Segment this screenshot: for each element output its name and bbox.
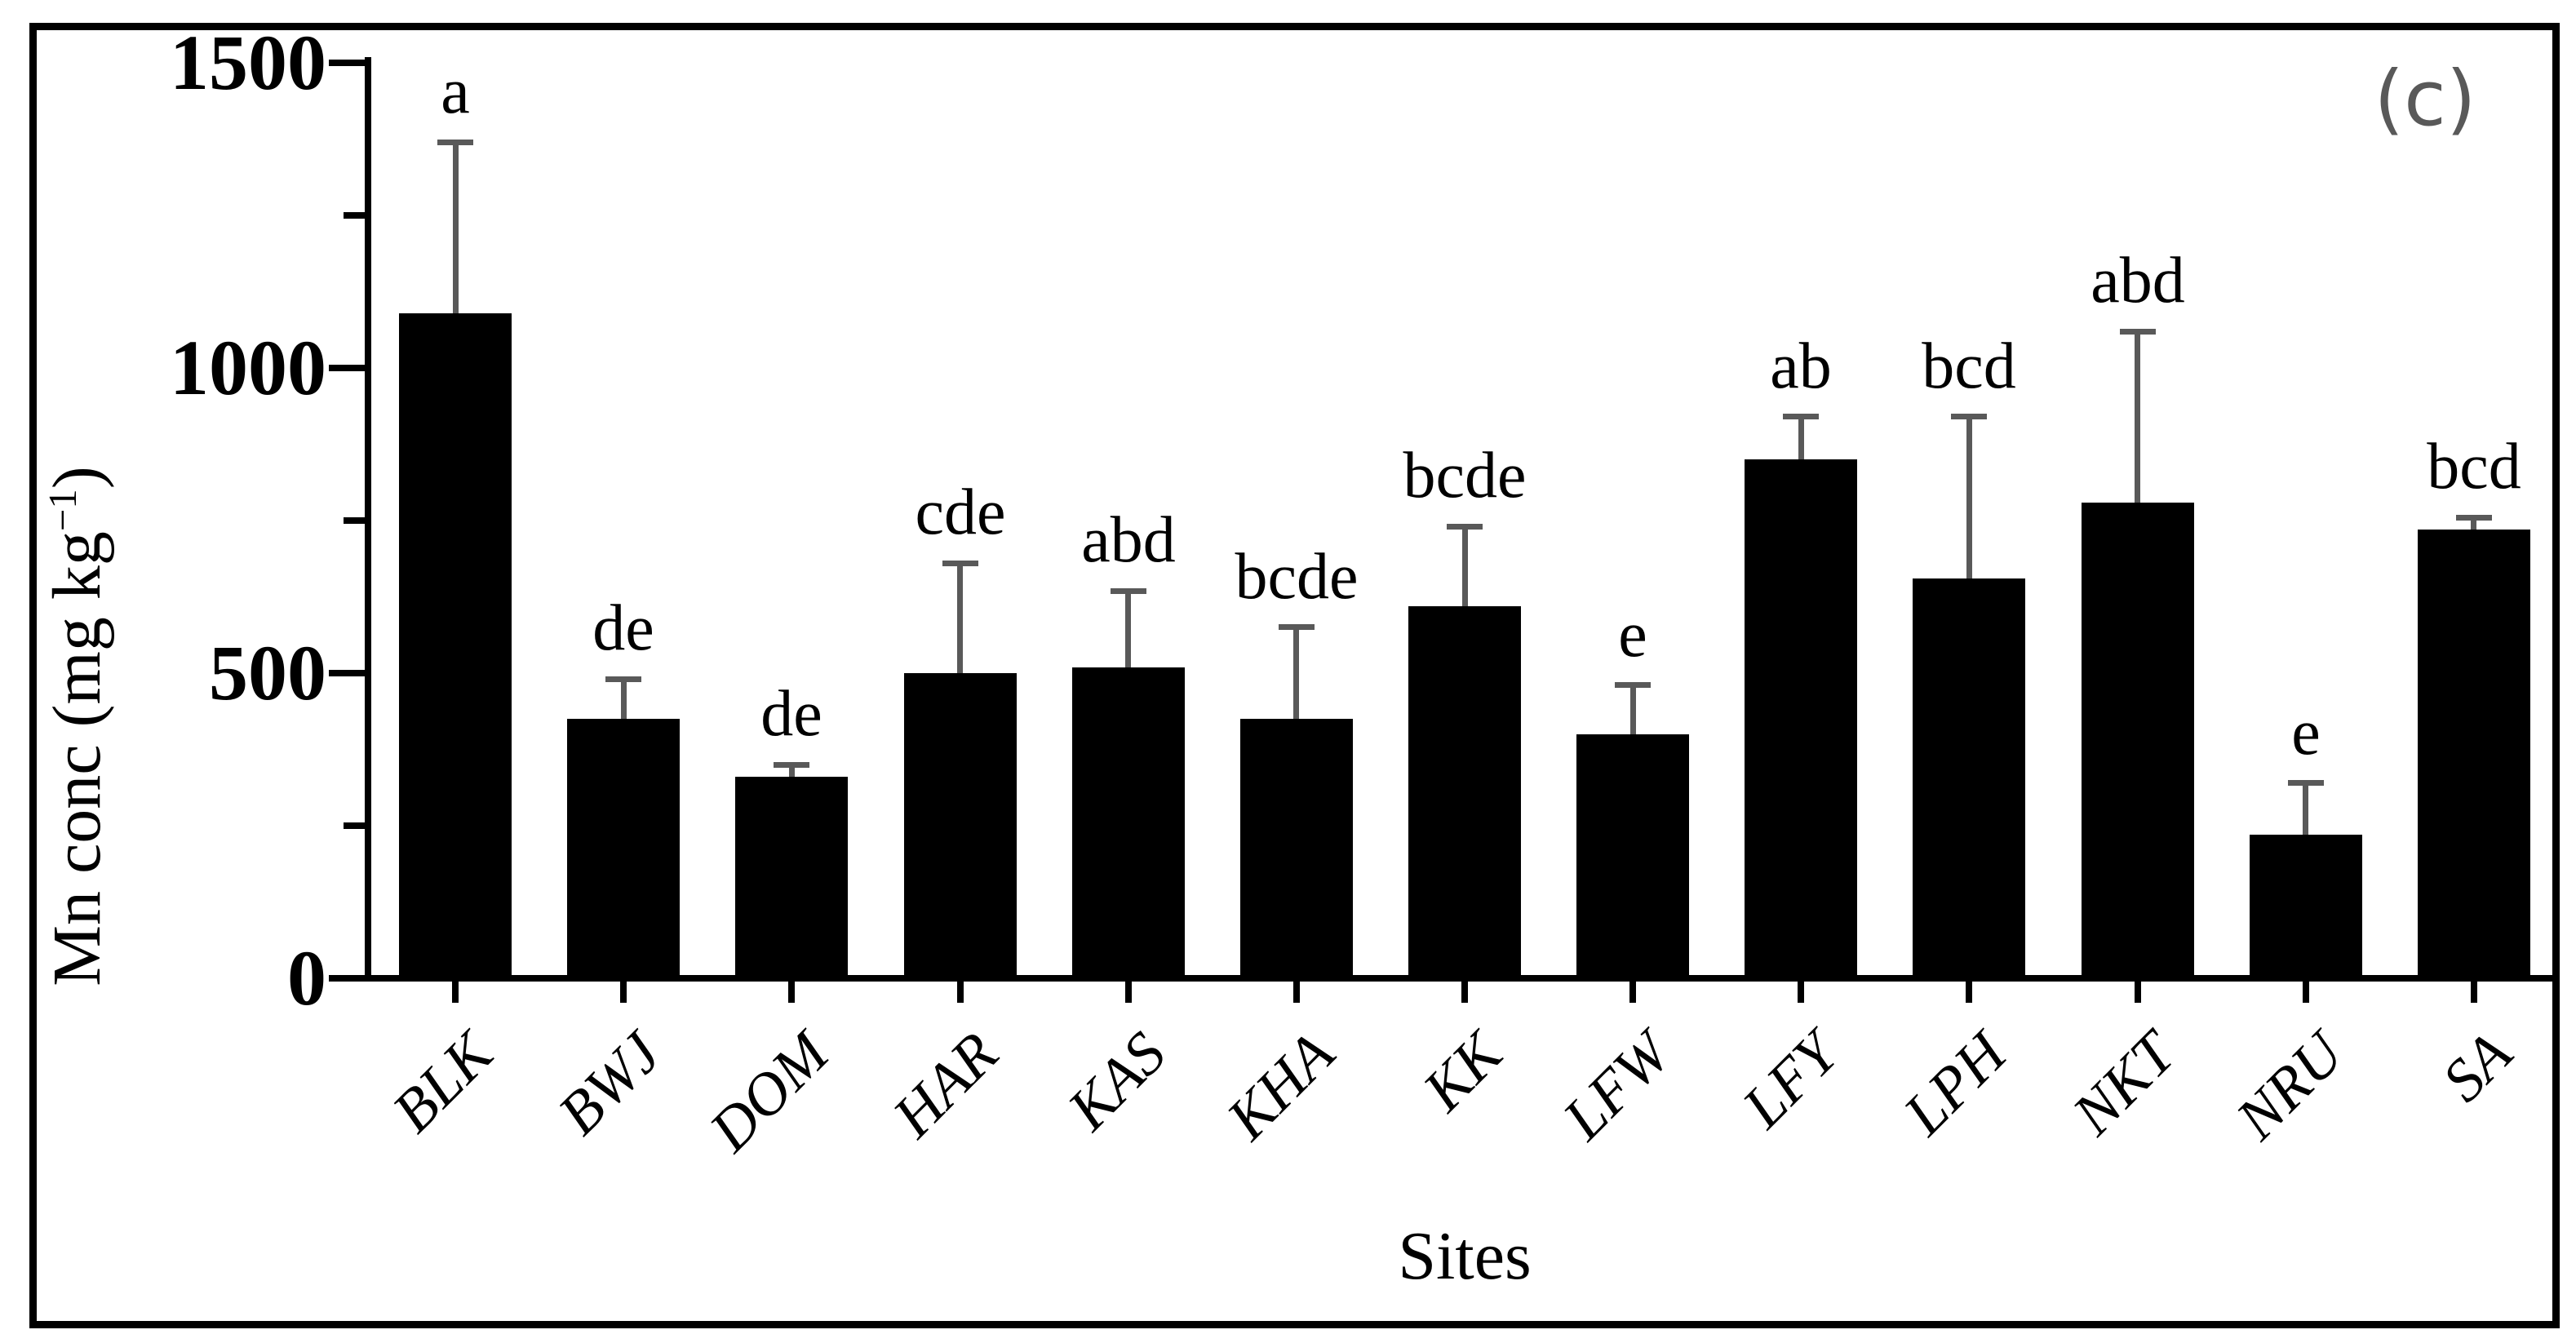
y-axis-minor-tick xyxy=(344,212,365,219)
x-axis-tick xyxy=(1798,982,1804,1003)
significance-letter: cde xyxy=(915,476,1006,548)
x-axis-tick xyxy=(1629,982,1636,1003)
error-bar-cap xyxy=(1951,414,1987,419)
significance-letter: e xyxy=(1618,599,1647,671)
error-bar-cap xyxy=(774,762,809,768)
x-axis-tick xyxy=(1966,982,1972,1003)
error-bar-stem xyxy=(1125,591,1131,669)
error-bar-cap xyxy=(605,676,641,682)
error-bar-cap xyxy=(1615,682,1651,688)
error-bar-stem xyxy=(1462,526,1468,607)
y-axis-minor-tick xyxy=(344,822,365,829)
x-axis-tick xyxy=(788,982,795,1003)
error-bar-stem xyxy=(2303,783,2308,837)
y-tick-label: 0 xyxy=(287,934,326,1022)
error-bar-cap xyxy=(942,561,978,566)
x-axis-tick xyxy=(2471,982,2477,1003)
y-axis-title-superscript: −1 xyxy=(41,489,85,532)
y-axis-title-main: Mn conc (mg kg xyxy=(39,531,115,986)
x-axis-tick xyxy=(620,982,627,1003)
error-bar-stem xyxy=(1630,685,1636,736)
error-bar-stem xyxy=(957,563,963,675)
significance-letter: e xyxy=(2291,697,2321,769)
significance-letter: abd xyxy=(2091,245,2185,317)
error-bar-stem xyxy=(1798,417,1804,461)
error-bar-cap xyxy=(437,140,473,145)
error-bar-cap xyxy=(1783,414,1819,419)
bar-DOM: 330 xyxy=(735,777,848,980)
error-bar-stem xyxy=(789,765,795,778)
y-axis-minor-tick xyxy=(344,517,365,524)
x-axis-title: Sites xyxy=(1398,1218,1532,1294)
x-axis-tick xyxy=(1461,982,1468,1003)
error-bar-stem xyxy=(2135,331,2140,503)
x-axis-tick xyxy=(1293,982,1300,1003)
bar-SA: 735 xyxy=(2418,530,2530,980)
significance-letter: bcde xyxy=(1235,541,1359,613)
error-bar-stem xyxy=(453,142,459,314)
x-axis-tick xyxy=(452,982,459,1003)
bar-BLK: 1090 xyxy=(399,313,512,980)
y-tick-label: 500 xyxy=(209,629,326,716)
y-axis-title-close: ) xyxy=(39,466,115,490)
bar-KK: 610 xyxy=(1408,606,1521,980)
significance-letter: abd xyxy=(1081,504,1176,576)
error-bar-cap xyxy=(2456,515,2492,521)
significance-letter: a xyxy=(441,55,470,127)
bar-NRU: 235 xyxy=(2250,835,2362,980)
error-bar-stem xyxy=(621,679,627,720)
error-bar-stem xyxy=(1293,627,1299,720)
significance-letter: de xyxy=(760,678,822,750)
y-tick-label: 1500 xyxy=(170,19,326,106)
bar-NKT: 780 xyxy=(2082,503,2194,980)
y-axis-title-text: Mn conc (mg kg−1) xyxy=(39,466,115,986)
error-bar-stem xyxy=(2471,517,2476,531)
significance-letter: de xyxy=(592,592,654,664)
significance-letter: bcd xyxy=(2427,431,2521,503)
y-axis-line xyxy=(365,57,371,982)
y-axis-major-tick xyxy=(329,670,365,676)
significance-letter: bcd xyxy=(1922,330,2016,402)
bar-HAR: 500 xyxy=(904,673,1017,980)
x-axis-tick xyxy=(1125,982,1132,1003)
panel-label: (c) xyxy=(2374,55,2476,144)
y-axis-major-tick xyxy=(329,975,365,982)
error-bar-cap xyxy=(2120,329,2156,335)
x-axis-tick xyxy=(2135,982,2141,1003)
y-axis-major-tick xyxy=(329,60,365,66)
bar-LFY: 850 xyxy=(1745,459,1857,980)
bar-KAS: 510 xyxy=(1072,667,1185,980)
significance-letter: ab xyxy=(1770,330,1832,402)
error-bar-stem xyxy=(1966,417,1972,580)
error-bar-cap xyxy=(2288,780,2324,786)
bar-LFW: 400 xyxy=(1576,734,1689,980)
bar-LPH: 655 xyxy=(1913,578,2025,980)
error-bar-cap xyxy=(1111,588,1146,594)
bar-KHA: 425 xyxy=(1240,719,1353,980)
bar-BWJ: 425 xyxy=(567,719,680,980)
y-axis-major-tick xyxy=(329,365,365,371)
y-tick-label: 1000 xyxy=(170,324,326,411)
error-bar-cap xyxy=(1447,524,1483,530)
x-axis-tick xyxy=(957,982,964,1003)
error-bar-cap xyxy=(1279,624,1315,630)
significance-letter: bcde xyxy=(1403,440,1527,512)
x-axis-tick xyxy=(2303,982,2309,1003)
